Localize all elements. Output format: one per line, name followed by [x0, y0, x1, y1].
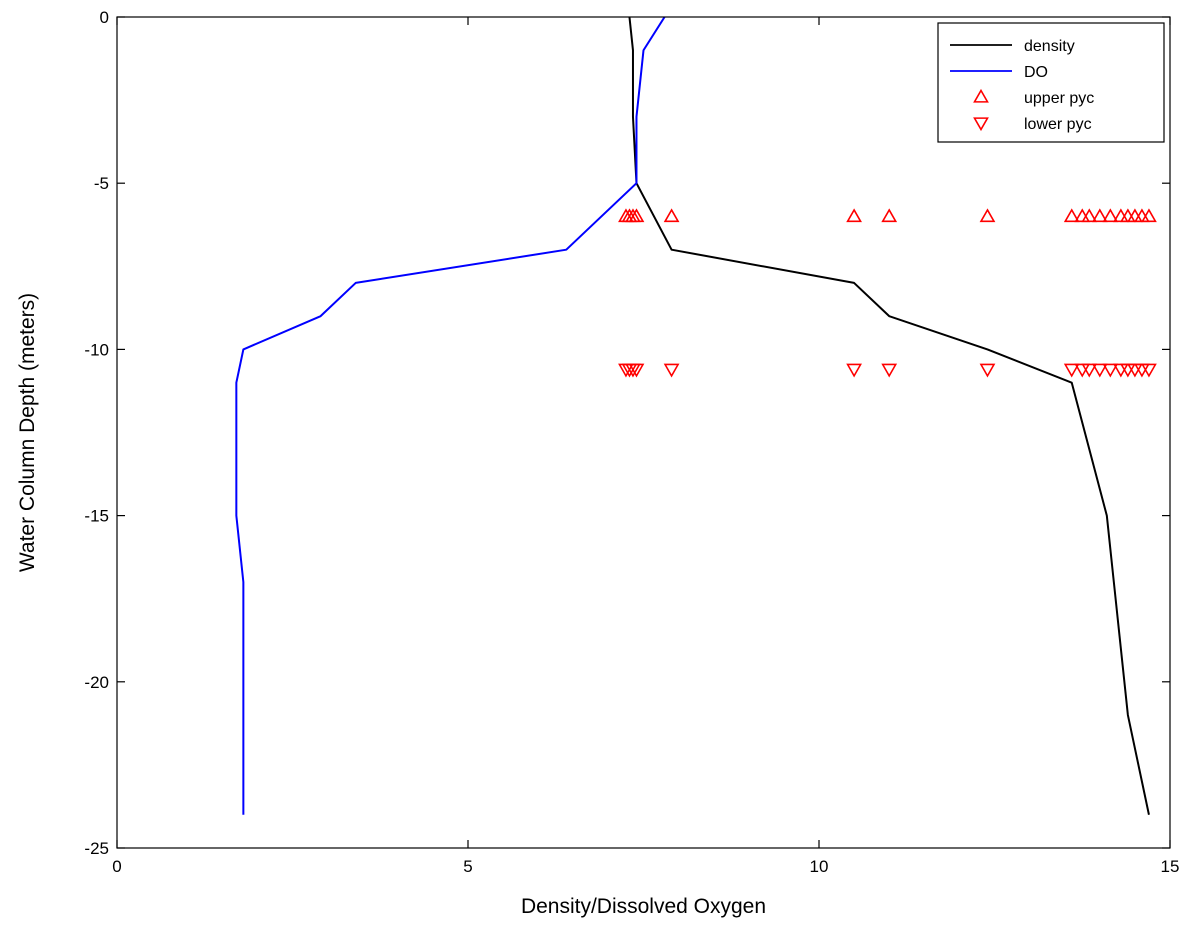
- lower-pyc-marker: [1141, 363, 1157, 378]
- lower-pyc-marker: [663, 363, 680, 378]
- density-line: [628, 16, 1150, 815]
- y-tick-label: 0: [100, 8, 109, 27]
- legend-label-density: density: [1024, 38, 1075, 55]
- y-tick-label: -10: [84, 340, 109, 359]
- y-axis-label: Water Column Depth (meters): [16, 293, 39, 572]
- y-tick-label: -20: [84, 673, 109, 692]
- upper-pyc-marker: [881, 208, 898, 223]
- upper-pyc-marker: [1102, 208, 1119, 223]
- legend-swatch-lower-pyc: [973, 117, 989, 132]
- legend-label-lower-pyc: lower pyc: [1024, 116, 1092, 133]
- upper-pyc-marker: [979, 208, 996, 223]
- lower-pyc-marker: [979, 363, 996, 378]
- upper-pyc-marker: [1091, 208, 1108, 223]
- x-axis-label: Density/Dissolved Oxygen: [521, 895, 766, 918]
- x-tick-label: 5: [463, 857, 472, 876]
- y-tick-label: -15: [84, 507, 109, 526]
- legend-swatch-upper-pyc: [973, 88, 989, 103]
- upper-pyc-marker: [1063, 208, 1080, 223]
- ticks-layer: 0 5 10 15 0 -5 -10 -15 -20 -25: [84, 8, 1179, 876]
- legend-box: [937, 22, 1165, 143]
- upper-pyc-marker: [846, 208, 862, 223]
- x-tick-label: 10: [810, 857, 829, 876]
- x-tick-label: 15: [1161, 857, 1180, 876]
- do-line: [235, 16, 666, 815]
- series-layer: [235, 16, 1157, 815]
- lower-pyc-marker: [1081, 363, 1098, 378]
- upper-pyc-marker: [1081, 208, 1098, 223]
- lower-pyc-marker: [1102, 363, 1119, 378]
- lower-pyc-marker: [1091, 363, 1108, 378]
- lower-pyc-marker: [1063, 363, 1080, 378]
- upper-pyc-marker: [1141, 208, 1157, 223]
- upper-pyc-marker: [663, 208, 680, 223]
- lower-pyc-marker: [628, 363, 645, 378]
- y-tick-label: -5: [94, 174, 109, 193]
- legend-label-do: DO: [1024, 64, 1048, 81]
- lower-pyc-marker: [846, 363, 862, 378]
- legend-label-upper-pyc: upper pyc: [1024, 90, 1094, 107]
- legend: density DO upper pyc lower pyc: [937, 22, 1165, 143]
- plot-frame: [116, 16, 1171, 849]
- upper-pyc-marker: [628, 208, 645, 223]
- lower-pyc-marker: [881, 363, 898, 378]
- x-tick-label: 0: [112, 857, 121, 876]
- y-tick-label: -25: [84, 839, 109, 858]
